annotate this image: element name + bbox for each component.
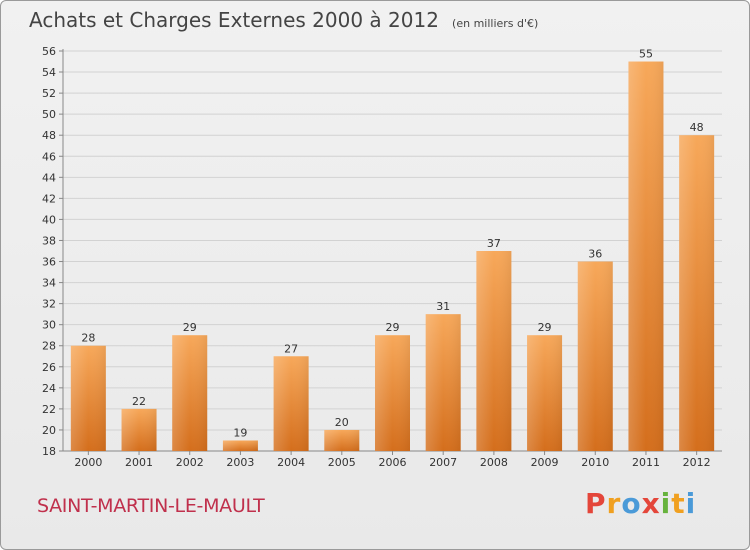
data-label: 48 <box>690 121 704 134</box>
y-tick-label: 56 <box>42 45 56 58</box>
bar-shading <box>425 314 461 451</box>
data-label: 36 <box>588 248 602 261</box>
y-tick-label: 30 <box>42 319 56 332</box>
logo-letter: i <box>660 487 672 520</box>
data-label: 20 <box>335 416 349 429</box>
data-label: 55 <box>639 48 653 61</box>
bar-shading <box>527 335 563 451</box>
y-tick-label: 54 <box>42 66 56 79</box>
x-tick-label: 2012 <box>683 456 711 469</box>
commune-name: SAINT-MARTIN-LE-MAULT <box>37 495 265 517</box>
x-tick-label: 2010 <box>581 456 609 469</box>
logo-letter: o <box>621 487 642 520</box>
x-tick-label: 2001 <box>125 456 153 469</box>
x-tick-label: 2005 <box>328 456 356 469</box>
bar-shading <box>273 356 309 451</box>
data-label: 37 <box>487 237 501 250</box>
bar-shading <box>628 61 664 452</box>
x-tick-label: 2004 <box>277 456 305 469</box>
bar-shading <box>70 345 106 451</box>
x-tick-label: 2006 <box>379 456 407 469</box>
bar-shading <box>172 335 208 451</box>
y-tick-label: 40 <box>42 213 56 226</box>
y-tick-label: 48 <box>42 129 56 142</box>
data-label: 29 <box>386 321 400 334</box>
x-tick-label: 2000 <box>74 456 102 469</box>
title-row: Achats et Charges Externes 2000 à 2012 (… <box>29 8 538 32</box>
logo-letter: t <box>671 487 686 520</box>
logo-letter: r <box>606 487 622 520</box>
bar-shading <box>577 261 613 451</box>
y-tick-label: 34 <box>42 277 56 290</box>
y-tick-label: 42 <box>42 192 56 205</box>
y-tick-label: 36 <box>42 256 56 269</box>
bar-shading <box>679 135 715 452</box>
y-tick-label: 46 <box>42 150 56 163</box>
chart-unit: (en milliers d'€) <box>452 17 539 30</box>
data-label: 31 <box>436 300 450 313</box>
bar-shading <box>324 429 360 451</box>
data-label: 29 <box>183 321 197 334</box>
y-tick-label: 24 <box>42 382 56 395</box>
proxiti-logo: Proxiti <box>585 487 696 520</box>
x-tick-label: 2008 <box>480 456 508 469</box>
bar-shading <box>222 440 258 451</box>
x-tick-label: 2002 <box>176 456 204 469</box>
data-label: 22 <box>132 395 146 408</box>
data-label: 28 <box>81 332 95 345</box>
data-label: 19 <box>233 426 247 439</box>
data-label: 29 <box>538 321 552 334</box>
data-label: 27 <box>284 342 298 355</box>
x-tick-label: 2011 <box>632 456 660 469</box>
y-tick-label: 32 <box>42 298 56 311</box>
logo-letter: x <box>641 487 661 520</box>
bar-shading <box>476 251 512 451</box>
y-tick-label: 38 <box>42 234 56 247</box>
y-tick-label: 20 <box>42 424 56 437</box>
y-tick-label: 28 <box>42 340 56 353</box>
y-tick-label: 44 <box>42 171 56 184</box>
y-tick-label: 26 <box>42 361 56 374</box>
x-tick-label: 2003 <box>226 456 254 469</box>
y-tick-label: 18 <box>42 445 56 458</box>
logo-letter: i <box>685 487 697 520</box>
y-tick-label: 52 <box>42 87 56 100</box>
x-tick-label: 2009 <box>531 456 559 469</box>
bar-shading <box>375 335 410 451</box>
logo-letter: P <box>585 487 607 520</box>
bar-shading <box>121 408 157 451</box>
chart-title: Achats et Charges Externes 2000 à 2012 <box>29 8 439 32</box>
x-tick-label: 2007 <box>429 456 457 469</box>
y-tick-label: 22 <box>42 403 56 416</box>
y-tick-label: 50 <box>42 108 56 121</box>
